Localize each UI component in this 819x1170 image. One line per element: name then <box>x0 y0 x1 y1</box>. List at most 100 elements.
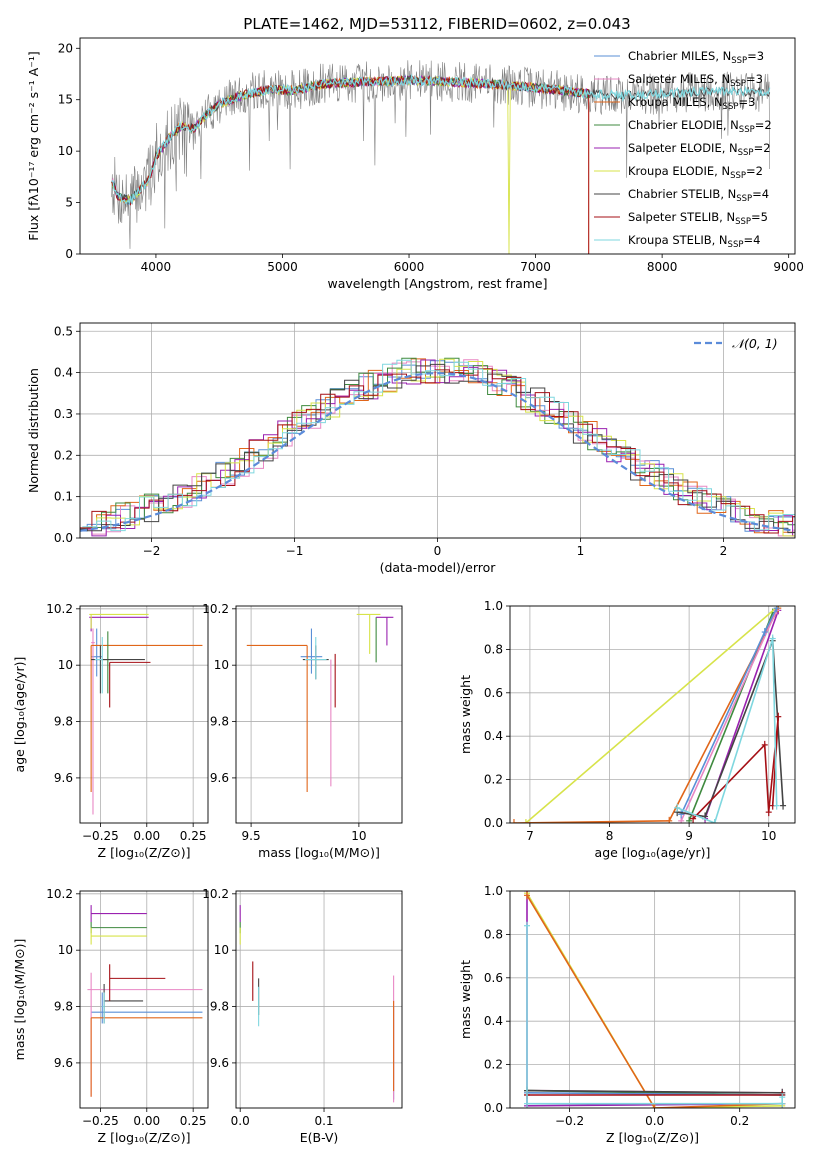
plot-area <box>80 357 795 537</box>
x-axis-label: (data-model)/error <box>380 560 497 575</box>
y-tick-label: 0 <box>65 247 73 261</box>
y-tick-label: 10 <box>58 144 73 158</box>
hist-chabrier-stelib <box>80 363 795 534</box>
panel-mass_vs_Z: −0.25 0.00 0.25 9.6 9.8 10 10.2 Z [log₁₀(Z/Z⊙)]… <box>12 887 209 1145</box>
legend-entry: Chabrier STELIB, NSSP=4 <box>628 187 769 204</box>
y-axis-label: mass [log₁₀(M/M⊙)] <box>12 939 27 1061</box>
x-tick-label: −1 <box>286 544 304 558</box>
plot-area <box>239 905 395 1103</box>
panel-spectrum: 4000 5000 6000 7000 8000 9000 0 5 10 15 20 waveleng… <box>26 37 804 291</box>
errorbar-chabrier-miles <box>300 628 323 674</box>
x-axis-label: Z [log₁₀(Z/Z⊙)] <box>606 1130 699 1145</box>
grid <box>236 891 402 1108</box>
x-tick-label: 0.00 <box>133 1114 160 1128</box>
model-kroupa-stelib <box>111 73 771 204</box>
y-tick-label: 10 <box>214 943 229 957</box>
y-tick-label: 0.2 <box>484 773 503 787</box>
legend-entry: Salpeter STELIB, NSSP=5 <box>628 210 768 227</box>
hist-salpeter-miles <box>80 359 795 537</box>
x-tick-label: 0 <box>434 544 442 558</box>
axes-frame <box>235 890 403 1109</box>
y-tick-label: 10 <box>58 943 73 957</box>
x-tick-label: 5000 <box>267 260 298 274</box>
x-tick-label: 7000 <box>520 260 551 274</box>
panel-weight_vs_Z: −0.2 0.0 0.2 0.0 0.2 0.4 0.6 0.8 1.0 Z [log₁₀(Z/Z… <box>458 884 796 1145</box>
x-tick-label: −0.25 <box>82 829 119 843</box>
weights-kroupa-stelib <box>674 634 780 823</box>
grid <box>80 606 208 823</box>
x-tick-label: 0.2 <box>730 1114 749 1128</box>
weights-kroupa-stelib <box>524 921 786 1108</box>
y-tick-label: 0.6 <box>484 971 503 985</box>
y-tick-label: 0.2 <box>484 1058 503 1072</box>
y-tick-label: 9.8 <box>54 1000 73 1014</box>
y-tick-label: 5 <box>65 196 73 210</box>
x-axis-label: wavelength [Angstrom, rest frame] <box>327 276 547 291</box>
y-tick-label: 0.1 <box>54 490 73 504</box>
x-axis-label: Z [log₁₀(Z/Z⊙)] <box>98 845 191 860</box>
y-tick-label: 0.2 <box>54 448 73 462</box>
y-axis-label: Flux [fλ10⁻¹⁷ erg cm⁻² s⁻¹ A⁻¹] <box>26 51 41 240</box>
x-tick-label: 4000 <box>141 260 172 274</box>
panel-mass_vs_ebv: 0.0 0.1 9.6 9.8 10 10.2 E(B-V) <box>202 887 403 1145</box>
x-tick-label: 8 <box>606 829 614 843</box>
y-tick-label: 0.4 <box>54 366 73 380</box>
weights-chabrier-miles <box>678 606 780 819</box>
panel-weight_vs_age: 7 8 9 10 0.0 0.2 0.4 0.6 0.8 1.0 age [log₁₀(age/yr… <box>458 599 796 860</box>
axes-frame <box>79 605 209 824</box>
y-tick-label: 15 <box>58 93 73 107</box>
grid <box>510 890 795 1109</box>
plot-area <box>89 613 203 815</box>
x-tick-label: 7 <box>526 829 534 843</box>
hist-kroupa-miles <box>82 358 795 534</box>
errorbar-salpeter-elodie <box>89 616 149 632</box>
grid <box>236 606 402 823</box>
hist-salpeter-elodie <box>80 359 795 537</box>
y-tick-label: 9.6 <box>210 1056 229 1070</box>
x-tick-label: 0.25 <box>180 1114 207 1128</box>
errorbar-chabrier-elodie <box>90 922 147 934</box>
hist-chabrier-elodie <box>80 357 795 531</box>
errorbar-salpeter-stelib <box>109 661 151 708</box>
y-tick-label: 1.0 <box>484 884 503 898</box>
y-tick-label: 9.8 <box>210 1000 229 1014</box>
grid <box>80 891 208 1108</box>
x-tick-label: 9 <box>685 829 693 843</box>
x-tick-label: 10 <box>351 829 366 843</box>
model-salpeter-stelib <box>111 74 590 254</box>
errorbar-kroupa-elodie <box>89 613 149 629</box>
y-axis-label: mass weight <box>458 675 473 754</box>
weights-salpeter-miles <box>678 606 780 823</box>
legend-entry: Kroupa MILES, NSSP=3 <box>628 95 755 112</box>
y-tick-label: 10 <box>58 658 73 672</box>
errorbar-kroupa-stelib <box>94 637 103 694</box>
errorbar-kroupa-stelib <box>102 992 105 1024</box>
y-tick-label: 10 <box>214 658 229 672</box>
legend-entry: Chabrier MILES, NSSP=3 <box>628 49 764 66</box>
y-tick-label: 1.0 <box>484 599 503 613</box>
model-kroupa-miles <box>111 75 590 254</box>
axes-frame <box>79 37 796 255</box>
y-tick-label: 10.2 <box>46 602 73 616</box>
legend-entry: Kroupa ELODIE, NSSP=2 <box>628 164 763 181</box>
weights-salpeter-stelib <box>690 712 782 823</box>
x-tick-label: −2 <box>143 544 161 558</box>
x-tick-label: 0.0 <box>645 1114 664 1128</box>
axes-frame <box>509 605 796 824</box>
y-tick-label: 0.8 <box>484 927 503 941</box>
y-tick-label: 0.4 <box>484 729 503 743</box>
panel-age_vs_mass: 9.5 10 9.6 9.8 10 10.2 mass [log₁₀(M/M⊙)] <box>202 602 403 860</box>
errorbar-kroupa-stelib <box>304 637 327 680</box>
y-tick-label: 20 <box>58 41 73 55</box>
y-tick-label: 9.8 <box>54 715 73 729</box>
y-tick-label: 0.5 <box>54 324 73 338</box>
errorbar-chabrier-stelib <box>91 645 145 694</box>
plot-area <box>87 905 203 1097</box>
y-tick-label: 0.4 <box>484 1014 503 1028</box>
x-axis-label: E(B-V) <box>300 1130 339 1145</box>
x-tick-label: 0.1 <box>314 1114 333 1128</box>
plot-area <box>111 60 771 254</box>
x-tick-label: 0.25 <box>180 829 207 843</box>
x-axis-label: Z [log₁₀(Z/Z⊙)] <box>98 1130 191 1145</box>
